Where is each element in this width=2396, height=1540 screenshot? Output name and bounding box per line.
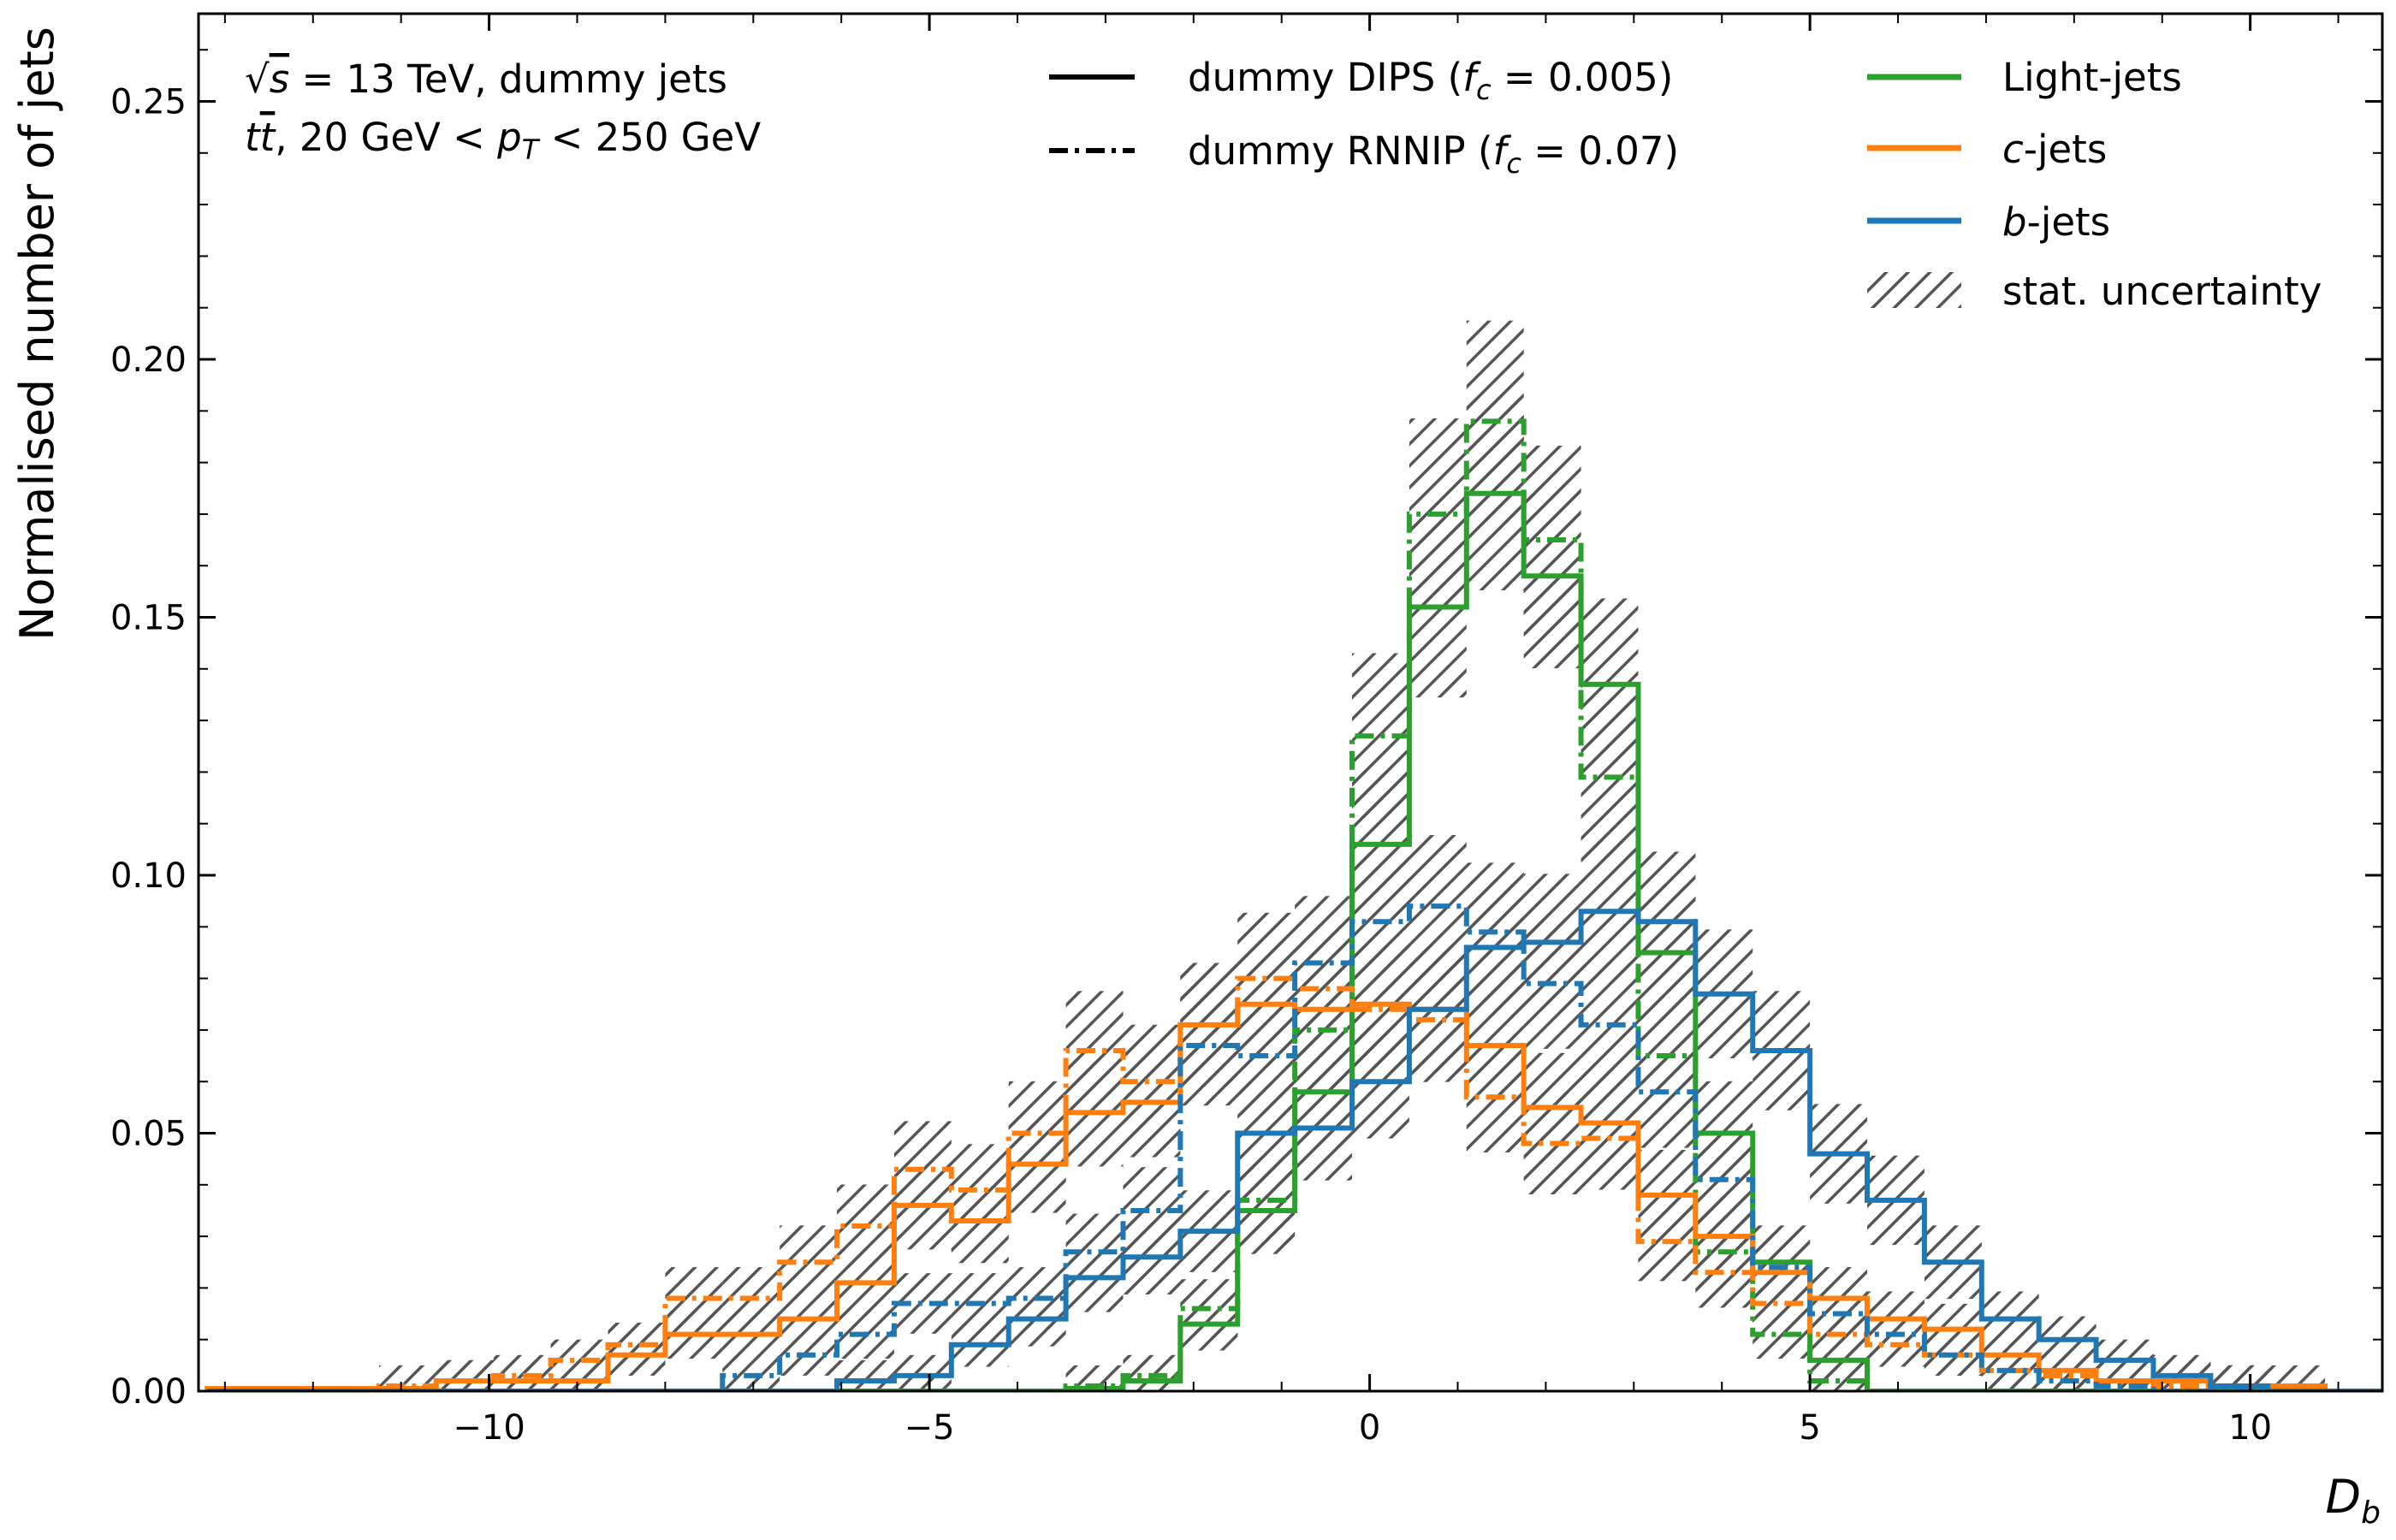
x-axis-title: Db	[2326, 1470, 2381, 1531]
legend-line-styles: dummy DIPS (fc = 0.005) dummy RNNIP (fc …	[1049, 55, 1679, 180]
x-tick-label: 5	[1799, 1408, 1820, 1448]
legend-uncertainty-label: stat. uncertainty	[2002, 269, 2322, 314]
x-tick-label: 10	[2228, 1408, 2272, 1448]
y-axis: 0.00 0.05 0.10 0.15 0.20 0.25	[110, 49, 2382, 1412]
legend-dips-label: dummy DIPS (fc = 0.005)	[1188, 55, 1673, 106]
y-tick-label: 0.00	[110, 1372, 187, 1412]
x-tick-label: −10	[453, 1408, 525, 1448]
y-tick-label: 0.25	[110, 83, 187, 122]
y-tick-label: 0.05	[110, 1115, 187, 1154]
histogram-series	[205, 418, 2382, 1391]
legend-uncertainty-swatch	[1867, 272, 1961, 308]
legend-c-label: c-jets	[2002, 127, 2107, 172]
y-axis-title: Normalised number of jets	[10, 27, 64, 641]
b-jets-dummy-rnnipseries	[207, 903, 2382, 1391]
uncertainty-band	[722, 1354, 780, 1391]
legend-b-label: b-jets	[2002, 199, 2110, 245]
uncertainty-band	[436, 1359, 494, 1391]
x-axis: −10 −5 0 5 10	[223, 14, 2340, 1448]
uncertainty-band	[1123, 1354, 1181, 1391]
uncertainty-band	[493, 1354, 551, 1391]
uncertainty-band	[1810, 1359, 1868, 1391]
legend-rnnip-label: dummy RNNIP (fc = 0.07)	[1188, 128, 1679, 180]
y-tick-label: 0.15	[110, 599, 187, 638]
c-jets-dummy-dipsseries	[205, 1001, 2382, 1391]
y-tick-label: 0.20	[110, 341, 187, 380]
light-jets-dummy-dipsseries	[207, 490, 2382, 1391]
uncertainty-band	[837, 1359, 894, 1391]
selection-annotation: tt, 20 GeV < pT < 250 GeV	[245, 115, 761, 166]
energy-annotation: √s = 13 TeV, dummy jets	[245, 56, 727, 102]
x-tick-label: 0	[1359, 1408, 1380, 1448]
x-tick-label: −5	[904, 1408, 955, 1448]
plot-frame	[197, 12, 2384, 1393]
legend-light-label: Light-jets	[2002, 55, 2182, 100]
y-tick-label: 0.10	[110, 856, 187, 896]
b-jets-dummy-dipsseries	[207, 909, 2382, 1391]
legend-flavours: Light-jets c-jets b-jets stat. uncertain…	[1867, 55, 2322, 314]
uncertainty-band	[893, 1354, 952, 1391]
